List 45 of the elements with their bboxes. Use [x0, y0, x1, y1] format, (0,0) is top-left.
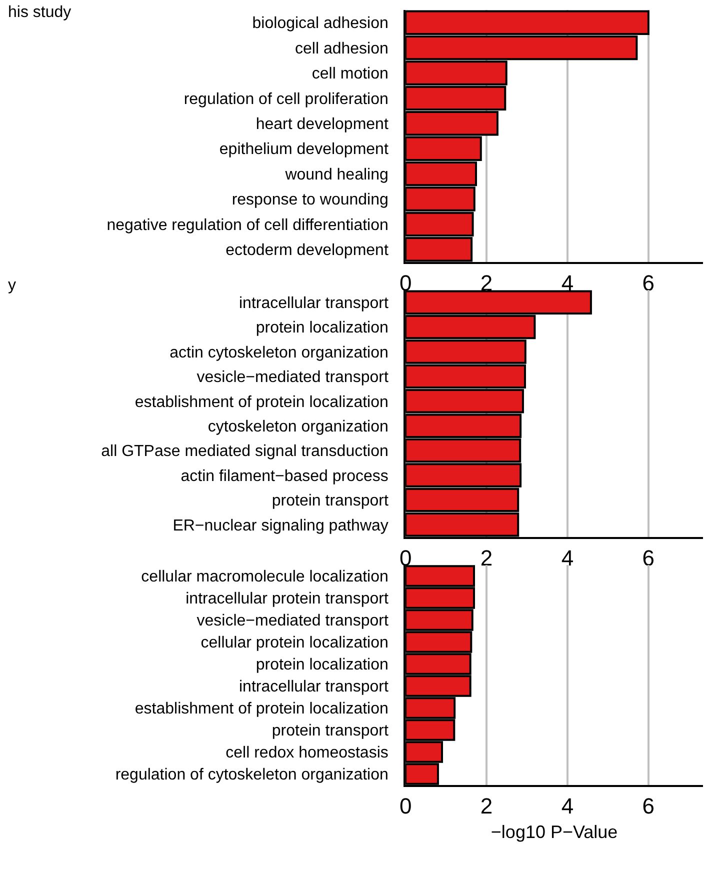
x-tick-label: 4: [561, 545, 574, 570]
y-tick-label: regulation of cytoskeleton organization: [115, 766, 388, 784]
y-tick-label: intracellular transport: [238, 678, 389, 696]
text: y: [8, 277, 16, 294]
y-tick-label: protein transport: [272, 492, 389, 510]
x-tick-label: 6: [642, 270, 655, 296]
y-tick-label: vesicle−mediated transport: [196, 612, 389, 630]
y-tick-label: actin filament−based process: [180, 468, 388, 485]
x-tick-label: 2: [480, 270, 493, 296]
y-tick-label: cellular protein localization: [200, 634, 388, 652]
y-tick-label: cell adhesion: [294, 40, 388, 58]
y-tick-label: response to wounding: [232, 192, 388, 209]
y-tick-label: negative regulation of cell differentiation: [106, 216, 388, 234]
text: his study: [8, 4, 72, 21]
x-tick-label: 4: [561, 270, 574, 296]
y-tick-label: vesicle−mediated transport: [196, 369, 389, 386]
y-tick-label: all GTPase mediated signal transduction: [101, 443, 388, 460]
x-tick-label: 2: [480, 793, 493, 818]
y-tick-label: establishment of protein localization: [134, 394, 388, 411]
x-tick-label: 4: [561, 793, 574, 818]
x-tick-label: 0: [399, 545, 412, 570]
y-tick-label: heart development: [256, 116, 389, 133]
y-tick-label: wound healing: [284, 166, 388, 184]
x-tick-label: 2: [480, 545, 493, 570]
x-tick-label: 0: [399, 270, 412, 296]
y-tick-label: regulation of cell proliferation: [184, 90, 388, 108]
y-tick-label: intracellular transport: [238, 294, 389, 312]
y-tick-label: protein transport: [272, 722, 389, 740]
y-tick-label: biological adhesion: [252, 15, 388, 32]
x-tick-label: 0: [399, 793, 412, 818]
y-tick-label: ER−nuclear signaling pathway: [172, 517, 388, 534]
y-tick-label: cytoskeleton organization: [208, 418, 388, 436]
y-tick-label: cell redox homeostasis: [226, 744, 388, 762]
y-tick-label: cell motion: [312, 66, 388, 83]
y-tick-label: intracellular protein transport: [186, 590, 389, 608]
x-tick-label: 6: [642, 793, 655, 818]
y-tick-label: establishment of protein localization: [134, 700, 388, 718]
y-tick-label: ectoderm development: [226, 242, 389, 259]
y-tick-label: protein localization: [256, 320, 388, 337]
y-tick-label: cellular macromolecule localization: [141, 568, 388, 586]
x-tick-label: 6: [642, 545, 655, 570]
y-tick-label: actin cytoskeleton organization: [170, 344, 388, 362]
y-tick-label: protein localization: [256, 656, 388, 674]
x-axis-title: −log10 P−Value: [490, 822, 618, 842]
y-tick-label: epithelium development: [219, 141, 389, 158]
